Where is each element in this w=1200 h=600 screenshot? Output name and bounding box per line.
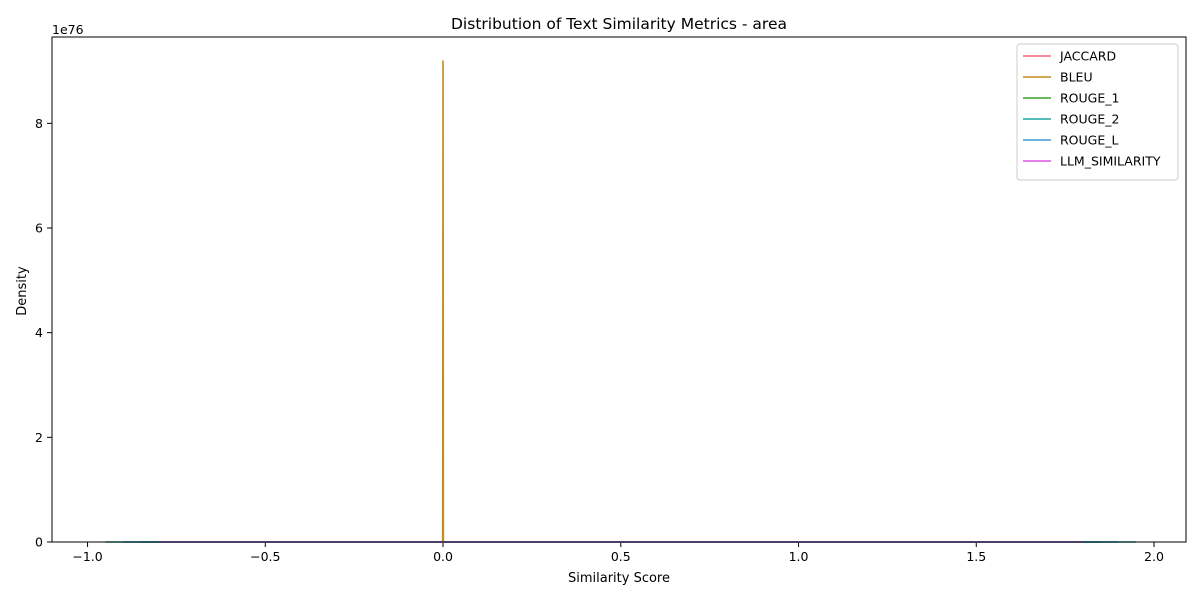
y-tick-label: 4 bbox=[35, 325, 43, 340]
y-axis-ticks: 0 2 4 6 8 bbox=[35, 116, 52, 550]
chart-title: Distribution of Text Similarity Metrics … bbox=[451, 15, 787, 33]
y-tick-label: 8 bbox=[35, 116, 43, 131]
x-tick-label: −1.0 bbox=[72, 549, 102, 564]
legend-entry-label: ROUGE_2 bbox=[1060, 112, 1119, 127]
x-tick-label: 0.5 bbox=[611, 549, 631, 564]
y-tick-label: 0 bbox=[35, 535, 43, 550]
x-tick-label: 0.0 bbox=[433, 549, 453, 564]
legend-entry-label: BLEU bbox=[1060, 70, 1093, 85]
legend-box bbox=[1016, 43, 1179, 181]
legend-entry-label: JACCARD bbox=[1059, 49, 1116, 64]
x-tick-label: 1.0 bbox=[789, 549, 809, 564]
y-tick-label: 6 bbox=[35, 221, 43, 236]
series-line-bleu bbox=[441, 60, 445, 543]
legend: JACCARD BLEU ROUGE_1 ROUGE_2 ROUGE_L LLM_SIMI… bbox=[1016, 43, 1179, 181]
legend-entry-label: ROUGE_1 bbox=[1060, 91, 1119, 106]
x-axis-ticks: −1.0 −0.5 0.0 0.5 1.0 1.5 2.0 bbox=[72, 542, 1164, 564]
y-tick-label: 2 bbox=[35, 430, 43, 445]
y-axis-label: Density bbox=[15, 266, 30, 316]
plot-lines bbox=[105, 60, 1137, 543]
plot-frame bbox=[51, 36, 1187, 543]
y-offset-text: 1e76 bbox=[52, 22, 84, 37]
x-axis-label: Similarity Score bbox=[568, 571, 670, 586]
legend-entry-label: ROUGE_L bbox=[1060, 133, 1119, 148]
x-tick-label: −0.5 bbox=[250, 549, 280, 564]
legend-entry-label: LLM_SIMILARITY bbox=[1060, 154, 1161, 169]
x-tick-label: 1.5 bbox=[966, 549, 986, 564]
x-tick-label: 2.0 bbox=[1144, 549, 1164, 564]
